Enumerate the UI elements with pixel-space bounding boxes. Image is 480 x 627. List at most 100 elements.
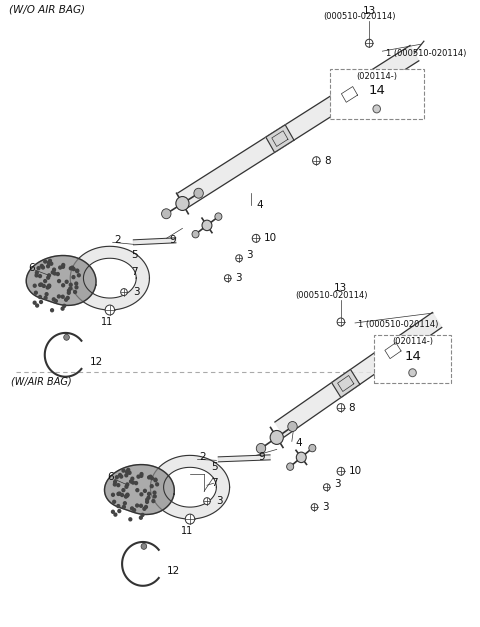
Circle shape (35, 291, 37, 294)
Circle shape (122, 469, 125, 472)
Circle shape (126, 493, 129, 496)
Text: 11: 11 (101, 317, 113, 327)
Circle shape (113, 483, 116, 486)
Circle shape (270, 431, 283, 445)
Circle shape (136, 488, 139, 492)
Circle shape (47, 265, 49, 268)
Circle shape (75, 282, 78, 285)
Polygon shape (218, 455, 270, 462)
Circle shape (113, 500, 116, 503)
Circle shape (58, 295, 60, 298)
Circle shape (61, 295, 64, 298)
Circle shape (130, 480, 132, 483)
Circle shape (62, 263, 65, 266)
Circle shape (151, 477, 153, 480)
Circle shape (58, 280, 60, 283)
Circle shape (120, 475, 123, 478)
Circle shape (145, 500, 148, 503)
Text: 5: 5 (211, 462, 217, 472)
Circle shape (337, 318, 345, 326)
Circle shape (44, 297, 47, 299)
Circle shape (133, 508, 135, 512)
Circle shape (154, 478, 157, 481)
Text: 13: 13 (334, 283, 348, 293)
Text: 14: 14 (368, 85, 385, 97)
Circle shape (111, 510, 114, 514)
Circle shape (123, 502, 126, 505)
Circle shape (136, 504, 139, 507)
Text: (W/AIR BAG): (W/AIR BAG) (11, 377, 72, 387)
Circle shape (53, 272, 56, 275)
Circle shape (128, 472, 131, 474)
Circle shape (194, 188, 204, 198)
Circle shape (140, 493, 143, 496)
Circle shape (40, 300, 42, 303)
Circle shape (140, 516, 142, 519)
Circle shape (44, 260, 47, 263)
Circle shape (337, 404, 345, 411)
Circle shape (72, 268, 75, 271)
Circle shape (76, 269, 79, 272)
Circle shape (71, 266, 74, 269)
Circle shape (69, 287, 72, 290)
Circle shape (296, 452, 306, 463)
Circle shape (50, 308, 53, 312)
Circle shape (76, 270, 79, 273)
Circle shape (202, 220, 212, 231)
Circle shape (111, 493, 114, 497)
Circle shape (152, 500, 155, 503)
Circle shape (65, 298, 68, 301)
Circle shape (118, 510, 121, 512)
Polygon shape (84, 258, 136, 298)
Bar (374, 335, 451, 382)
Circle shape (36, 271, 38, 274)
Circle shape (162, 209, 171, 219)
Circle shape (48, 260, 51, 262)
Circle shape (38, 295, 41, 298)
Circle shape (48, 285, 50, 288)
Polygon shape (178, 46, 419, 208)
Circle shape (149, 475, 152, 478)
Circle shape (38, 275, 41, 278)
Circle shape (39, 283, 42, 287)
Circle shape (59, 266, 61, 269)
Text: (020114-): (020114-) (356, 71, 397, 80)
Circle shape (225, 275, 231, 282)
Text: 5: 5 (132, 250, 138, 260)
Circle shape (150, 485, 153, 488)
Circle shape (148, 476, 151, 479)
Circle shape (117, 483, 120, 487)
Circle shape (141, 514, 144, 517)
Text: 1 (000510-020114): 1 (000510-020114) (386, 49, 467, 58)
Circle shape (153, 495, 156, 498)
Circle shape (192, 231, 199, 238)
Circle shape (35, 274, 38, 277)
Circle shape (119, 473, 121, 477)
Polygon shape (133, 238, 176, 245)
Circle shape (148, 492, 150, 495)
Circle shape (53, 268, 56, 271)
Text: 2: 2 (115, 235, 121, 245)
Circle shape (127, 468, 130, 472)
Circle shape (156, 483, 158, 486)
Circle shape (120, 288, 127, 295)
Text: 9: 9 (258, 452, 264, 462)
Text: 7: 7 (132, 267, 138, 277)
Text: (000510-020114): (000510-020114) (295, 290, 368, 300)
Polygon shape (150, 455, 229, 519)
Text: 12: 12 (167, 566, 180, 576)
Circle shape (42, 285, 45, 287)
Circle shape (114, 513, 117, 516)
Circle shape (252, 234, 260, 242)
Circle shape (47, 276, 49, 279)
Circle shape (373, 105, 381, 113)
Circle shape (144, 489, 146, 492)
Circle shape (55, 300, 57, 302)
Circle shape (36, 304, 38, 307)
Circle shape (75, 286, 78, 289)
Circle shape (256, 443, 266, 453)
Circle shape (185, 514, 195, 524)
Circle shape (122, 488, 125, 492)
Bar (330, 69, 424, 119)
Text: (020114-): (020114-) (392, 337, 433, 346)
